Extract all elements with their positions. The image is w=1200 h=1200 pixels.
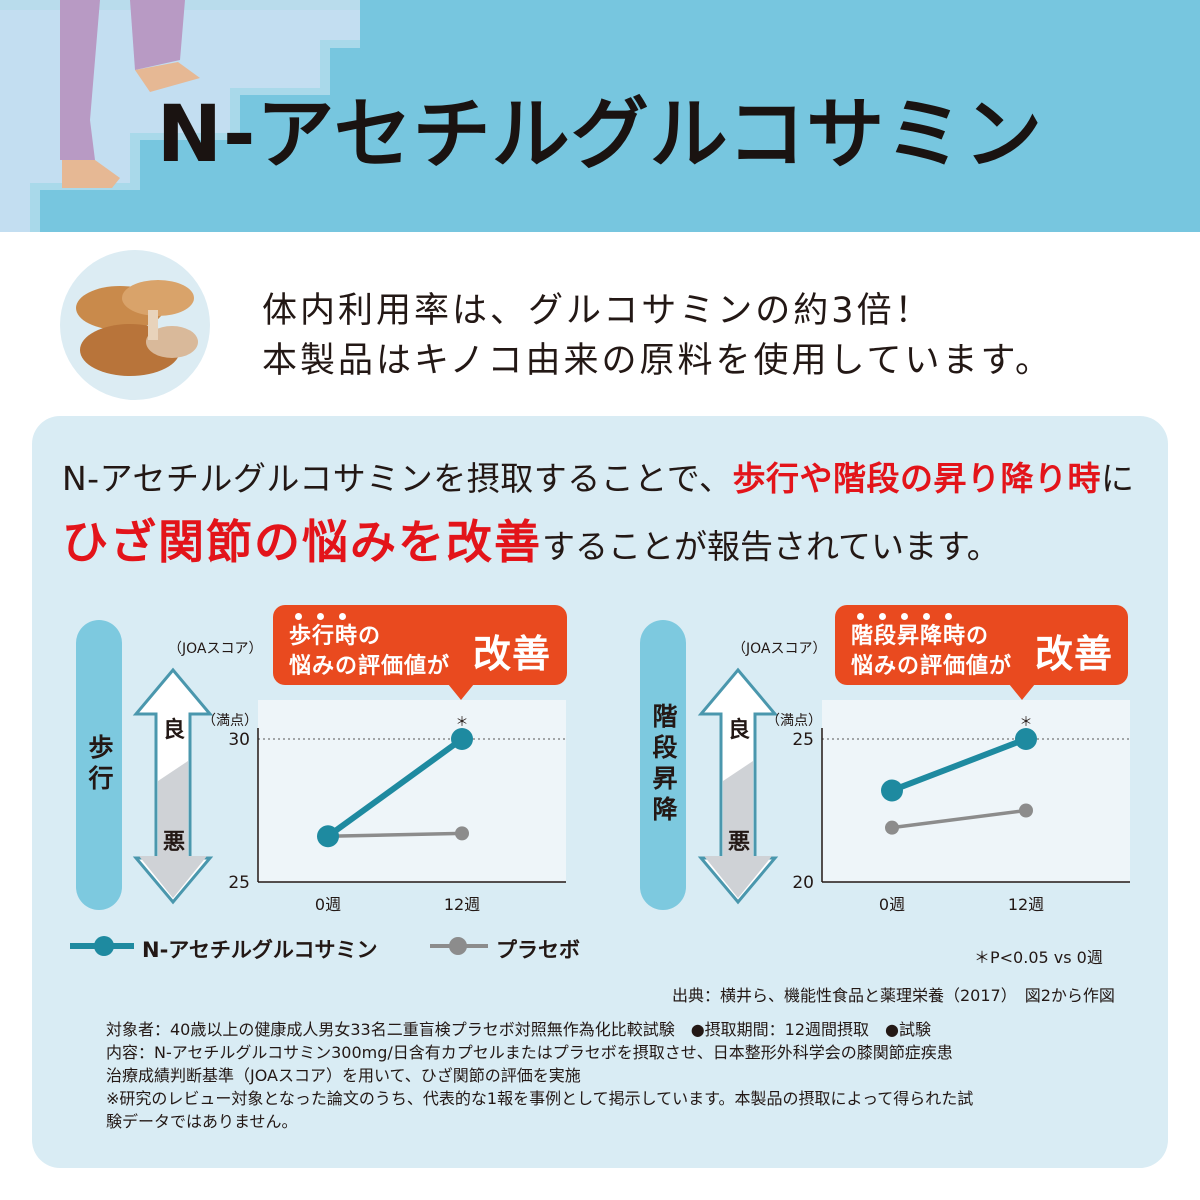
significance-note: ＊P<0.05 vs 0週 — [974, 948, 1103, 967]
data-point-nag — [317, 825, 339, 848]
scale-good-walking: 良 — [163, 718, 186, 743]
callout-pointer — [1009, 684, 1035, 700]
data-point-nag — [1015, 728, 1037, 750]
callout-stairs: 階段昇降時の 悩みの評価値が 改善 — [835, 605, 1128, 685]
full-score-stairs: （満点） — [766, 713, 822, 729]
study-note-line: 治療成績判断基準（JOAスコア）を用いて、ひざ関節の評価を実施 — [106, 1066, 581, 1085]
study-note-line: 対象者：40歳以上の健康成人男女33名二重盲検プラセボ対照無作為化比較試験 ●摂… — [106, 1020, 932, 1039]
callout-walking-improve: 改善 — [473, 632, 552, 676]
joa-unit-walking: （JOAスコア） — [168, 641, 263, 657]
series-line-placebo — [891, 808, 1027, 830]
stairs-illustration — [0, 0, 1200, 232]
emphasis-dot — [879, 613, 886, 620]
callout-stairs-improve: 改善 — [1035, 632, 1114, 676]
legend-placebo-marker — [430, 937, 488, 955]
series-line-nag — [326, 736, 464, 839]
series-line-nag — [890, 736, 1028, 794]
emphasis-dot — [923, 613, 930, 620]
headline-plain-1: N-アセチルグルコサミンを摂取することで、 — [62, 459, 733, 498]
study-note-line: ※研究のレビュー対象となった論文のうち、代表的な1報を事例として掲示しています。… — [106, 1089, 974, 1108]
scale-bad-stairs: 悪 — [728, 830, 751, 855]
emphasis-dot — [945, 613, 952, 620]
data-point-nag — [451, 728, 473, 750]
x-tick-label: 12週 — [1008, 895, 1044, 914]
callout-pointer — [448, 684, 474, 700]
headline-plain-2: することが報告されています。 — [542, 527, 1000, 566]
page-title: N-アセチルグルコサミン — [156, 90, 1044, 180]
headline-line-2: ひざ関節の悩みを改善することが報告されています。 — [62, 506, 1000, 572]
emphasis-dot — [339, 613, 346, 620]
source-note: 出典：横井ら、機能性食品と薬理栄養（2017） 図2から作図 — [672, 986, 1115, 1005]
study-note-line: 内容：N-アセチルグルコサミン300mg/日含有カプセルまたはプラセボを摂取させ… — [106, 1043, 953, 1062]
headline-red-2: ひざ関節の悩みを改善 — [62, 515, 542, 569]
series-line-placebo — [327, 831, 463, 838]
x-tick-label: 0週 — [879, 895, 905, 914]
walking-label: 歩行 — [76, 620, 122, 910]
callout-stairs-line-2: 悩みの評価値が — [851, 654, 1013, 679]
x-tick-label: 0週 — [315, 895, 341, 914]
intro-line-1: 体内利用率は、グルコサミンの約3倍！ — [262, 291, 933, 331]
plot-area — [258, 700, 566, 882]
full-score-walking: （満点） — [202, 713, 258, 729]
legend-nag-marker — [70, 936, 134, 956]
study-note-line: 験データではありません。 — [106, 1112, 298, 1131]
emphasis-dot — [295, 613, 302, 620]
y-tick-label: 25 — [228, 873, 250, 893]
callout-walking-line-2: 悩みの評価値が — [289, 654, 451, 679]
data-point-placebo — [1019, 803, 1033, 818]
callout-stairs-line-1: 階段昇降時の — [851, 624, 990, 649]
emphasis-dot — [857, 613, 864, 620]
headline-end-1: に — [1100, 459, 1135, 498]
data-point-nag — [881, 779, 903, 802]
y-tick-label: 30 — [228, 730, 250, 750]
intro-line-2: 本製品はキノコ由来の原料を使用しています。 — [262, 341, 1054, 381]
data-point-placebo — [455, 826, 469, 841]
scale-arrow-walking — [132, 667, 214, 905]
significance-marker: ＊ — [455, 715, 468, 730]
legend-placebo: プラセボ — [496, 938, 580, 962]
walking-chart: 25 30 0週 12週 ＊ — [228, 700, 566, 914]
legend-nag: N-アセチルグルコサミン — [142, 938, 378, 962]
headline-line-1: N-アセチルグルコサミンを摂取することで、歩行や階段の昇り降り時に — [62, 452, 1134, 500]
stairs-chart: 20 25 0週 12週 ＊ — [792, 700, 1130, 914]
data-point-placebo — [885, 820, 899, 835]
headline-red-1: 歩行や階段の昇り降り時 — [732, 459, 1101, 498]
significance-marker: ＊ — [1019, 715, 1032, 730]
y-tick-label: 25 — [792, 730, 814, 750]
x-tick-label: 12週 — [444, 895, 480, 914]
scale-bad-walking: 悪 — [163, 830, 186, 855]
plot-area — [822, 700, 1130, 882]
scale-good-stairs: 良 — [728, 718, 751, 743]
stairs-label: 階段昇降 — [640, 620, 686, 910]
emphasis-dot — [317, 613, 324, 620]
callout-walking-line-1: 歩行時の — [289, 624, 382, 649]
study-notes: 対象者：40歳以上の健康成人男女33名二重盲検プラセボ対照無作為化比較試験 ●摂… — [106, 1018, 973, 1133]
y-tick-label: 20 — [792, 873, 814, 893]
emphasis-dot — [901, 613, 908, 620]
joa-unit-stairs: （JOAスコア） — [732, 641, 827, 657]
callout-walking: 歩行時の 悩みの評価値が 改善 — [273, 605, 567, 685]
header-banner — [0, 0, 1200, 232]
scale-arrow-stairs — [697, 667, 779, 905]
mushroom-illustration — [60, 250, 210, 400]
